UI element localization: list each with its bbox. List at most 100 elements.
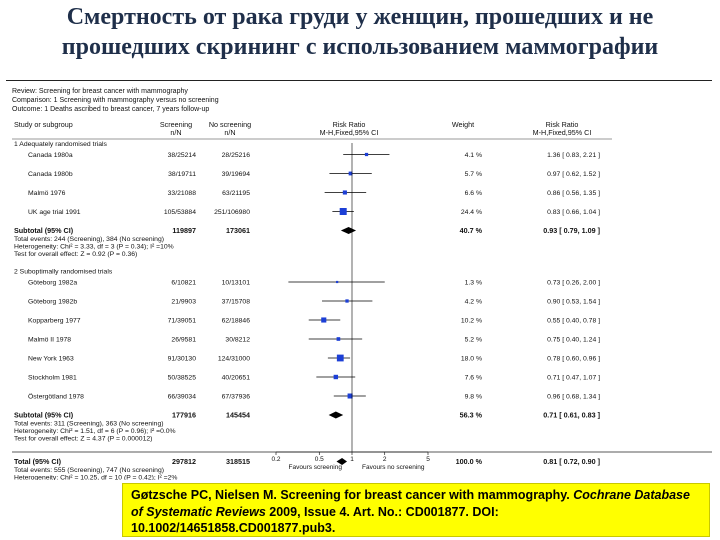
- col-noscreen-sub: n/N: [224, 128, 235, 137]
- study-weight: 5.2 %: [465, 337, 482, 344]
- study-ci: 0.83 [ 0.66, 1.04 ]: [547, 209, 600, 216]
- x-tick-label: 0.2: [271, 456, 280, 463]
- effect-marker: [321, 317, 327, 323]
- effect-marker: [342, 190, 347, 195]
- subtotal-screening: 177916: [172, 411, 196, 420]
- x-tick-label: 5: [426, 456, 430, 463]
- study-ci: 0.73 [ 0.26, 2.00 ]: [547, 280, 600, 287]
- screening-events: 38/19711: [168, 171, 196, 178]
- subtotal-screening: 119897: [172, 226, 196, 235]
- slide-title: Смертность от рака груди у женщин, проше…: [0, 2, 720, 62]
- total-weight: 100.0 %: [456, 457, 483, 466]
- effect-marker: [347, 393, 353, 399]
- noscreen-events: 37/15708: [222, 299, 251, 306]
- noscreen-events: 10/13101: [222, 280, 251, 287]
- subtotal-noscreen: 145454: [226, 411, 250, 420]
- study-ci: 0.97 [ 0.62, 1.52 ]: [547, 171, 600, 178]
- screening-events: 71/39051: [168, 318, 197, 325]
- total-stats: Heterogeneity: Chi² = 10.25, df = 10 (P …: [14, 475, 177, 481]
- col-weight: Weight: [452, 120, 474, 129]
- comparison-line: Comparison: 1 Screening with mammography…: [12, 97, 219, 104]
- effect-marker: [336, 280, 339, 284]
- effect-marker: [348, 171, 353, 176]
- total-label: Total (95% CI): [14, 457, 62, 466]
- col-rr-sub: M-H,Fixed,95% CI: [320, 128, 379, 137]
- subtotal-weight: 56.3 %: [460, 411, 483, 420]
- study-weight: 5.7 %: [465, 171, 482, 178]
- study-ci: 0.96 [ 0.68, 1.34 ]: [547, 394, 600, 401]
- noscreen-events: 40/20651: [222, 375, 251, 382]
- screening-events: 66/39034: [168, 394, 197, 401]
- col-screening-sub: n/N: [170, 128, 181, 137]
- study-name: Canada 1980a: [28, 152, 73, 159]
- study-ci: 0.55 [ 0.40, 0.78 ]: [547, 318, 600, 325]
- subgroup-label: 1 Adequately randomised trials: [14, 141, 108, 148]
- study-weight: 10.2 %: [461, 318, 482, 325]
- study-ci: 0.90 [ 0.53, 1.54 ]: [547, 299, 600, 306]
- study-name: Kopparberg 1977: [28, 318, 81, 325]
- subtotal-diamond: [328, 411, 344, 419]
- study-ci: 0.71 [ 0.47, 1.07 ]: [547, 375, 600, 382]
- col-rr2: Risk Ratio: [546, 120, 579, 129]
- x-tick-label: 0.5: [315, 456, 324, 463]
- total-screening: 297812: [172, 457, 196, 466]
- favours-noscreen-label: Favours no screening: [362, 464, 425, 471]
- col-rr2-sub: M-H,Fixed,95% CI: [533, 128, 592, 137]
- screening-events: 91/30130: [168, 356, 197, 363]
- col-study: Study or subgroup: [14, 120, 73, 129]
- study-name: Canada 1980b: [28, 171, 73, 178]
- forest-plot: Review: Screening for breast cancer with…: [12, 88, 712, 480]
- study-name: UK age trial 1991: [28, 209, 81, 216]
- study-ci: 0.78 [ 0.60, 0.96 ]: [547, 356, 600, 363]
- col-noscreen: No screening: [209, 120, 251, 129]
- study-ci: 0.75 [ 0.40, 1.24 ]: [547, 337, 600, 344]
- subgroup-stats: Heterogeneity: Chi² = 1.51, df = 6 (P = …: [14, 428, 176, 435]
- noscreen-events: 124/31000: [218, 356, 250, 363]
- study-ci: 0.86 [ 0.56, 1.35 ]: [547, 190, 600, 197]
- subgroup-stats: Test for overall effect: Z = 4.37 (P = 0…: [14, 436, 152, 443]
- screening-events: 105/53884: [164, 209, 196, 216]
- study-weight: 6.6 %: [465, 190, 482, 197]
- effect-marker: [336, 354, 344, 362]
- col-rr: Risk Ratio: [333, 120, 366, 129]
- effect-marker: [339, 208, 347, 215]
- effect-marker: [336, 337, 341, 341]
- noscreen-events: 67/37936: [222, 394, 251, 401]
- screening-events: 26/9581: [171, 337, 196, 344]
- noscreen-events: 62/18846: [222, 318, 251, 325]
- study-weight: 7.6 %: [465, 375, 482, 382]
- citation-authors: Gøtzsche PC, Nielsen M. Screening for br…: [131, 488, 574, 502]
- top-separator: [6, 80, 712, 81]
- subgroup-stats: Total events: 244 (Screening), 384 (No s…: [14, 236, 164, 243]
- study-weight: 4.2 %: [465, 299, 482, 306]
- study-name: Stockholm 1981: [28, 375, 77, 382]
- total-ci: 0.81 [ 0.72, 0.90 ]: [543, 457, 600, 466]
- noscreen-events: 251/106980: [214, 209, 250, 216]
- subtotal-weight: 40.7 %: [460, 226, 483, 235]
- citation-box: Gøtzsche PC, Nielsen M. Screening for br…: [122, 483, 710, 537]
- noscreen-events: 28/25216: [222, 152, 251, 159]
- subtotal-ci: 0.93 [ 0.79, 1.09 ]: [543, 226, 600, 235]
- citation-details: 2009, Issue 4. Art. No.: CD001877. DOI: …: [131, 504, 499, 536]
- total-stats: Total events: 555 (Screening), 747 (No s…: [14, 467, 164, 474]
- screening-events: 21/9903: [171, 299, 196, 306]
- total-noscreen: 318515: [226, 457, 250, 466]
- study-name: Malmö 1976: [28, 190, 66, 197]
- subtotal-label: Subtotal (95% CI): [14, 411, 74, 420]
- x-tick-label: 2: [383, 456, 387, 463]
- subgroup-stats: Total events: 311 (Screening), 363 (No s…: [14, 421, 164, 428]
- study-weight: 1.3 %: [465, 280, 482, 287]
- subgroup-label: 2 Suboptimally randomised trials: [14, 269, 113, 276]
- effect-marker: [345, 299, 349, 303]
- title-line-1: Смертность от рака груди у женщин, проше…: [66, 4, 654, 30]
- study-weight: 18.0 %: [461, 356, 482, 363]
- forest-body: 1 Adequately randomised trials Canada 198…: [14, 141, 600, 480]
- subtotal-ci: 0.71 [ 0.61, 0.83 ]: [543, 411, 600, 420]
- screening-events: 6/10821: [171, 280, 196, 287]
- study-name: New York 1963: [28, 356, 74, 363]
- screening-events: 33/21088: [168, 190, 197, 197]
- screening-events: 50/38525: [168, 375, 197, 382]
- noscreen-events: 30/8212: [225, 337, 250, 344]
- subtotal-diamond: [340, 227, 357, 234]
- forest-header: Review: Screening for breast cancer with…: [12, 88, 612, 140]
